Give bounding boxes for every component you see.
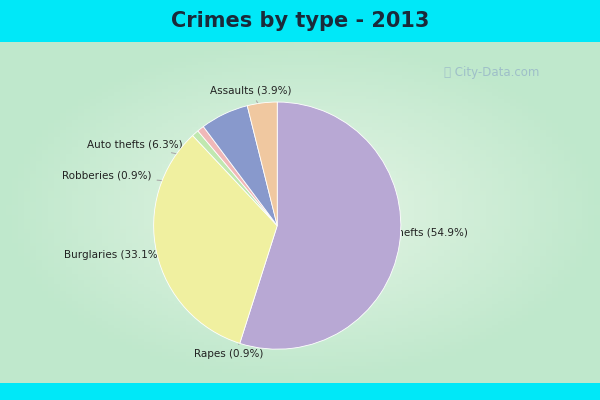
- Text: Crimes by type - 2013: Crimes by type - 2013: [171, 11, 429, 31]
- Wedge shape: [154, 136, 277, 343]
- Text: Robberies (0.9%): Robberies (0.9%): [62, 170, 187, 183]
- Text: Auto thefts (6.3%): Auto thefts (6.3%): [86, 139, 203, 160]
- Text: Burglaries (33.1%): Burglaries (33.1%): [64, 246, 193, 260]
- Text: Rapes (0.9%): Rapes (0.9%): [194, 325, 263, 359]
- Wedge shape: [247, 102, 277, 226]
- Wedge shape: [203, 106, 277, 226]
- Wedge shape: [193, 131, 277, 226]
- Wedge shape: [240, 102, 401, 349]
- Text: Assaults (3.9%): Assaults (3.9%): [209, 86, 291, 116]
- Text: Thefts (54.9%): Thefts (54.9%): [355, 226, 468, 237]
- Text: ⓘ City-Data.com: ⓘ City-Data.com: [445, 66, 539, 79]
- Wedge shape: [198, 126, 277, 226]
